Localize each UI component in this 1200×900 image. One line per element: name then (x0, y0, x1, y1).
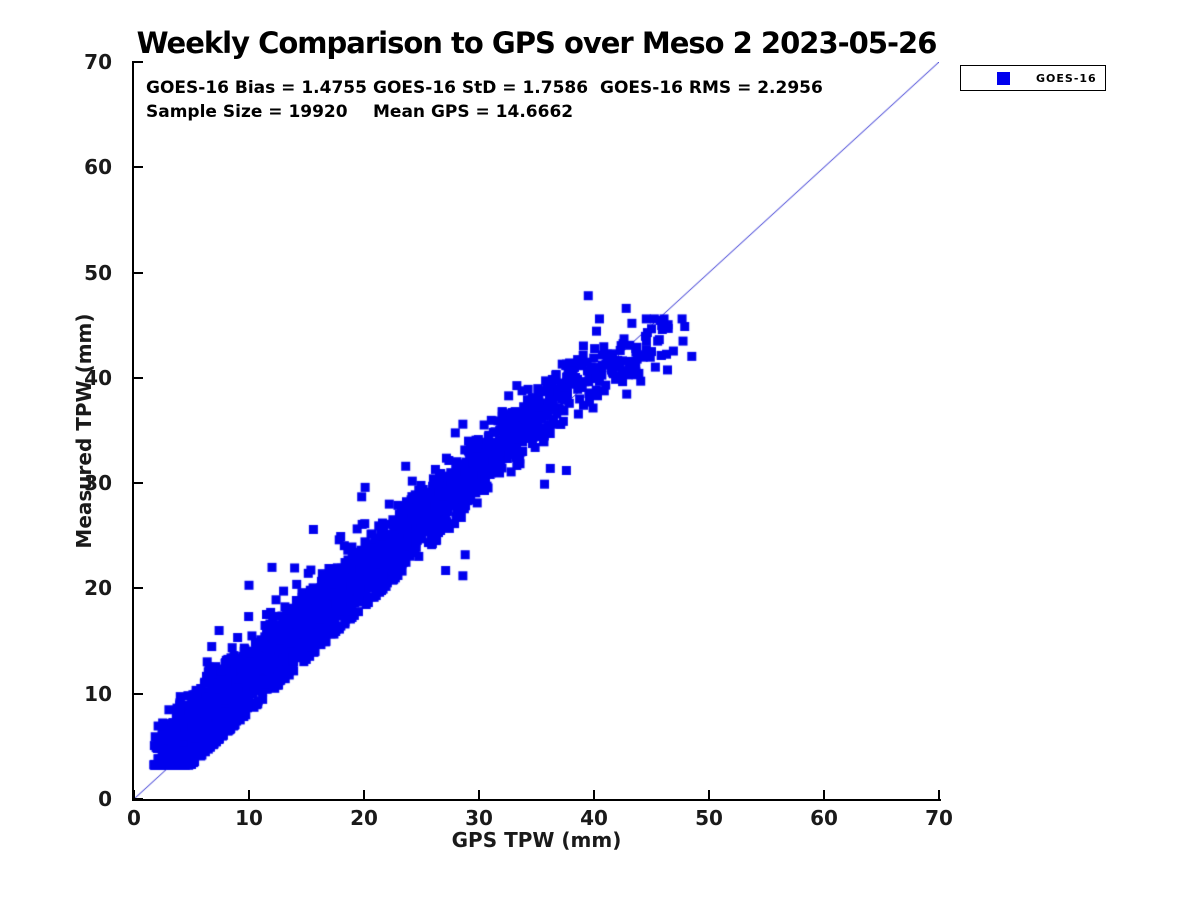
y-tick-mark (134, 482, 143, 485)
x-tick-mark (593, 790, 595, 799)
y-tick-label: 30 (84, 471, 112, 496)
x-axis-label: GPS TPW (mm) (451, 828, 622, 852)
y-tick-mark (134, 798, 143, 800)
y-tick-label: 20 (84, 576, 112, 601)
y-tick-label: 60 (84, 155, 112, 180)
x-tick-label: 10 (235, 806, 263, 830)
legend-box: GOES-16 (960, 65, 1106, 91)
x-tick-mark (478, 790, 480, 799)
y-tick-mark (134, 587, 143, 590)
y-tick-mark (134, 692, 143, 695)
legend-series-label: GOES-16 (1036, 71, 1097, 85)
x-tick-label: 30 (465, 806, 493, 830)
x-tick-label: 60 (810, 806, 838, 830)
y-tick-mark (134, 271, 143, 274)
y-axis-spine (132, 61, 134, 801)
y-tick-mark (134, 166, 143, 169)
x-tick-mark (133, 790, 135, 799)
x-tick-mark (248, 790, 250, 799)
plot-area (133, 61, 940, 800)
x-tick-mark (823, 790, 825, 799)
y-tick-label: 0 (98, 787, 112, 811)
y-tick-label: 10 (84, 681, 112, 706)
x-tick-mark (708, 790, 710, 799)
y-axis-label: Measured TPW (mm) (72, 313, 96, 549)
x-tick-label: 0 (127, 806, 141, 830)
y-tick-label: 70 (84, 50, 112, 74)
chart-title: Weekly Comparison to GPS over Meso 2 202… (136, 26, 938, 60)
x-tick-mark (938, 790, 940, 799)
x-tick-label: 20 (350, 806, 378, 830)
y-tick-label: 40 (84, 365, 112, 390)
y-tick-mark (134, 376, 143, 379)
y-tick-mark (134, 61, 143, 63)
scatter-plot-canvas (134, 62, 939, 799)
x-tick-label: 70 (925, 806, 953, 830)
x-axis-spine (132, 799, 941, 801)
x-tick-mark (363, 790, 365, 799)
x-tick-label: 50 (695, 806, 723, 830)
x-tick-label: 40 (580, 806, 608, 830)
y-tick-label: 50 (84, 260, 112, 285)
legend-marker-square-icon (997, 71, 1010, 85)
